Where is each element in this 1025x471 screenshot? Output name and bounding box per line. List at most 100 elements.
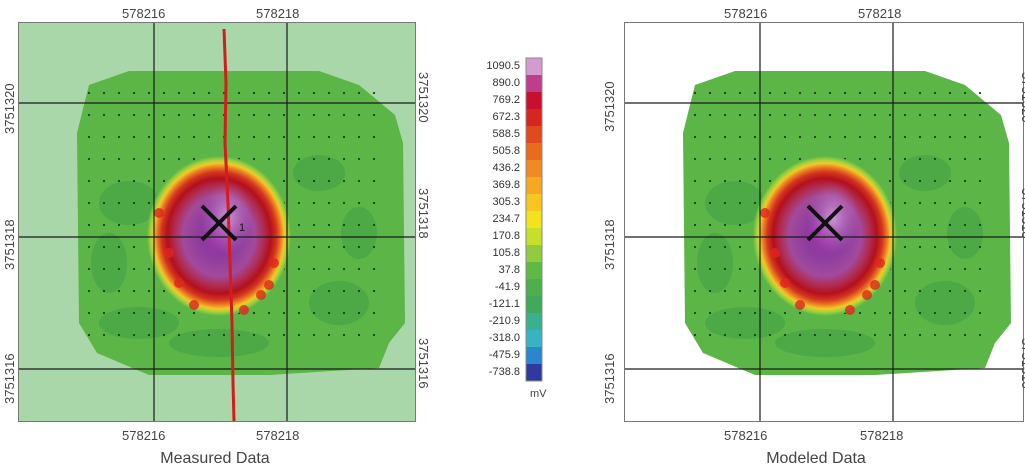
survey-point	[888, 333, 892, 337]
low-anomaly	[775, 329, 875, 357]
x-tick-top-1: 578216	[724, 6, 768, 21]
survey-point	[963, 113, 967, 117]
survey-point	[297, 267, 301, 271]
survey-point	[87, 91, 91, 95]
colorbar-swatch	[526, 228, 542, 245]
survey-point	[87, 223, 91, 227]
survey-point	[102, 113, 106, 117]
survey-point	[372, 135, 376, 139]
survey-point	[708, 267, 712, 271]
survey-point	[708, 91, 712, 95]
anomaly-spot	[269, 258, 279, 268]
survey-point	[327, 289, 331, 293]
survey-point	[918, 223, 922, 227]
survey-point	[753, 333, 757, 337]
survey-point	[132, 333, 136, 337]
survey-point	[102, 91, 106, 95]
survey-point	[297, 179, 301, 183]
survey-point	[948, 245, 952, 249]
survey-point	[192, 91, 196, 95]
survey-point	[918, 333, 922, 337]
survey-point	[798, 135, 802, 139]
colorbar-label: 436.2	[492, 162, 520, 174]
survey-point	[132, 267, 136, 271]
y-tick-right-3: 3751316	[1019, 338, 1025, 389]
low-anomaly	[169, 329, 269, 357]
anomaly-spot	[189, 300, 199, 310]
survey-point	[768, 179, 772, 183]
survey-point	[933, 157, 937, 161]
survey-point	[87, 157, 91, 161]
survey-point	[102, 179, 106, 183]
survey-point	[783, 157, 787, 161]
survey-point	[222, 333, 226, 337]
survey-point	[237, 333, 241, 337]
survey-point	[87, 245, 91, 249]
survey-point	[693, 333, 697, 337]
survey-point	[963, 179, 967, 183]
survey-point	[723, 135, 727, 139]
survey-point	[798, 311, 802, 315]
survey-point	[312, 201, 316, 205]
survey-point	[888, 135, 892, 139]
survey-point	[693, 179, 697, 183]
survey-point	[147, 91, 151, 95]
survey-point	[252, 135, 256, 139]
survey-point	[147, 157, 151, 161]
survey-point	[888, 113, 892, 117]
survey-point	[738, 223, 742, 227]
survey-point	[267, 113, 271, 117]
survey-point	[738, 245, 742, 249]
survey-point	[252, 157, 256, 161]
anomaly-spot	[870, 280, 880, 290]
survey-point	[192, 333, 196, 337]
survey-point	[282, 135, 286, 139]
survey-point	[918, 201, 922, 205]
survey-point	[783, 135, 787, 139]
survey-point	[783, 333, 787, 337]
survey-point	[693, 135, 697, 139]
survey-point	[978, 333, 982, 337]
survey-point	[813, 91, 817, 95]
survey-point	[297, 201, 301, 205]
x-tick-bottom-2: 578218	[860, 428, 904, 443]
survey-point	[783, 113, 787, 117]
survey-point	[768, 157, 772, 161]
survey-point	[723, 91, 727, 95]
survey-point	[87, 333, 91, 337]
y-tick-left-3: 3751316	[2, 353, 17, 404]
survey-point	[963, 333, 967, 337]
survey-point	[282, 179, 286, 183]
survey-point	[738, 91, 742, 95]
survey-point	[372, 91, 376, 95]
survey-point	[978, 91, 982, 95]
modeled-caption: Modeled Data	[766, 450, 866, 467]
survey-point	[843, 113, 847, 117]
survey-point	[753, 179, 757, 183]
survey-point	[282, 157, 286, 161]
survey-point	[297, 289, 301, 293]
survey-point	[828, 91, 832, 95]
survey-point	[963, 267, 967, 271]
modeled-plot	[624, 22, 1024, 422]
survey-point	[237, 113, 241, 117]
survey-point	[267, 311, 271, 315]
survey-point	[723, 201, 727, 205]
survey-point	[978, 267, 982, 271]
survey-point	[312, 289, 316, 293]
survey-point	[132, 157, 136, 161]
colorbar-label: 305.3	[492, 196, 520, 208]
survey-point	[738, 289, 742, 293]
survey-point	[903, 245, 907, 249]
low-anomaly	[99, 181, 159, 225]
survey-point	[783, 311, 787, 315]
survey-point	[918, 267, 922, 271]
survey-point	[162, 113, 166, 117]
x-marker-stroke	[806, 204, 844, 242]
colorbar-label: 369.8	[492, 179, 520, 191]
survey-point	[312, 245, 316, 249]
survey-point	[102, 267, 106, 271]
survey-point	[753, 91, 757, 95]
colorbar-label: 769.2	[492, 94, 520, 106]
survey-point	[738, 157, 742, 161]
